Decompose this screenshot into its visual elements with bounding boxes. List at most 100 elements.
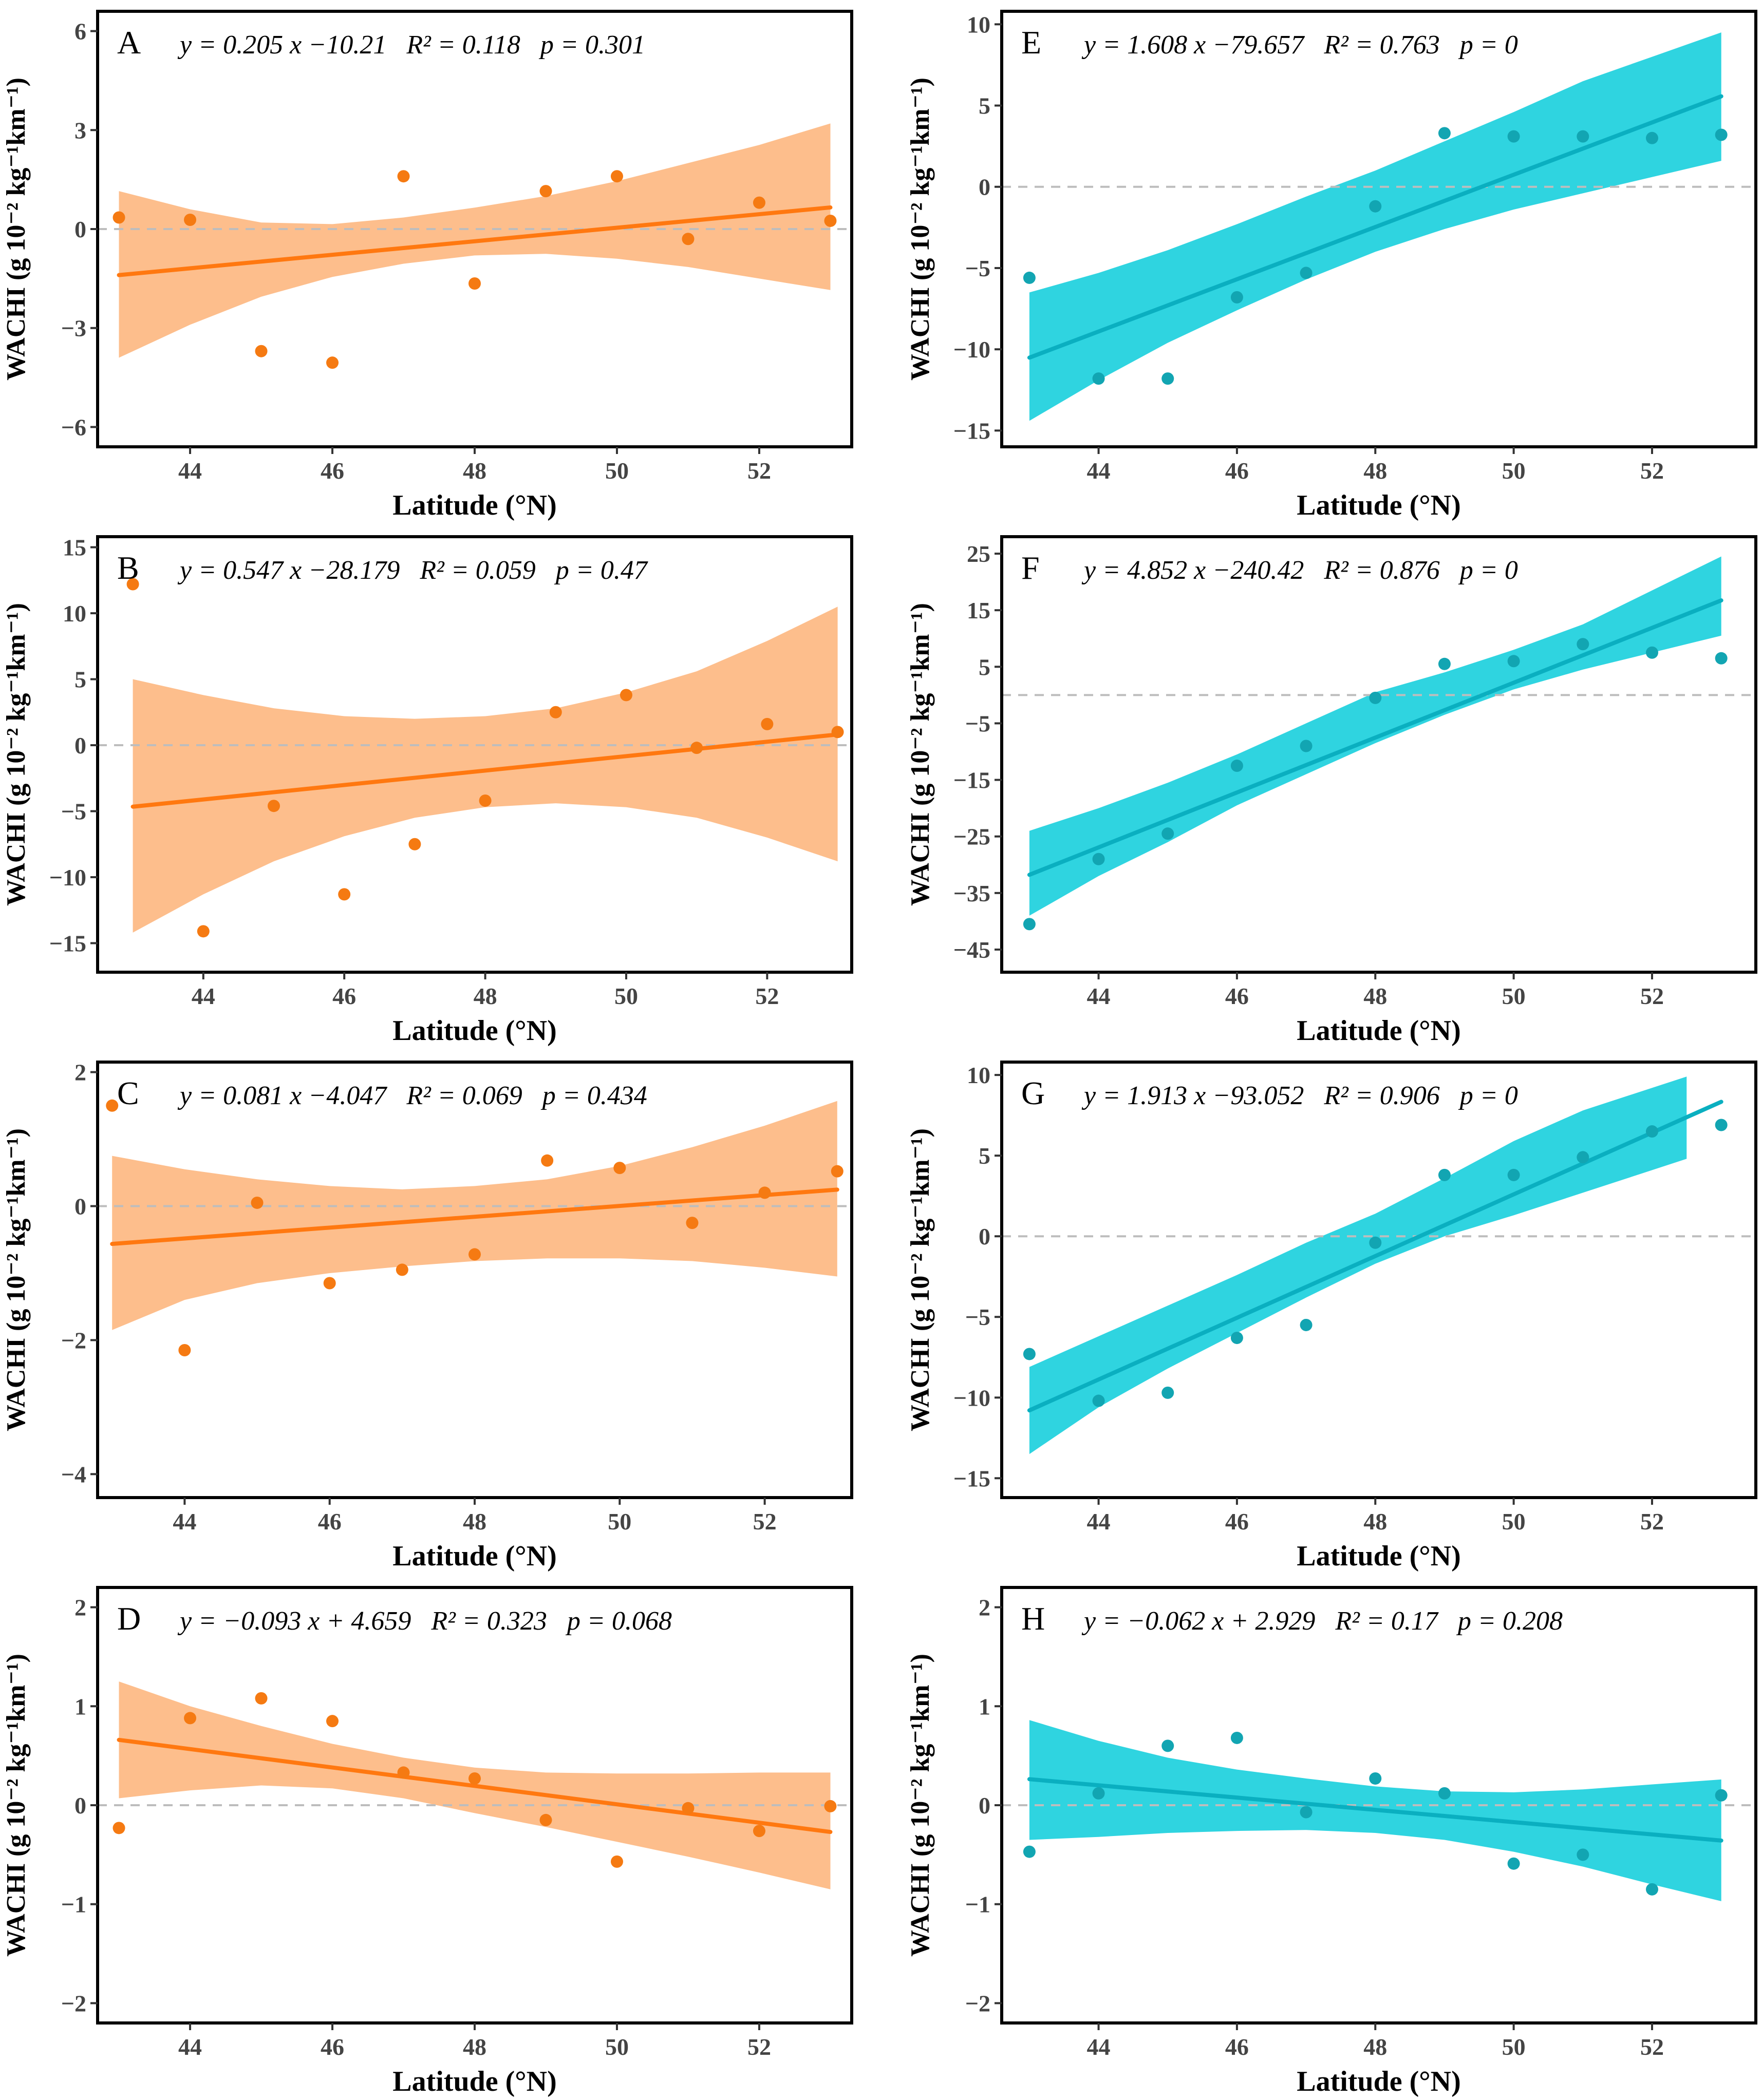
y-tick-label: −2: [965, 1990, 990, 2016]
y-tick-label: 0: [74, 1193, 86, 1219]
y-tick-label: −6: [61, 414, 86, 440]
data-point: [479, 794, 492, 807]
y-tick-label: −10: [953, 336, 990, 363]
regression-equation: y = 0.081 x −4.047 R² = 0.069 p = 0.434: [177, 1081, 647, 1110]
data-point: [753, 1825, 765, 1838]
x-tick-label: 50: [1502, 458, 1526, 484]
data-point: [468, 1248, 481, 1261]
data-point: [1300, 1318, 1313, 1331]
data-point: [1645, 1883, 1658, 1896]
plot-frame: [96, 535, 853, 974]
data-point: [1507, 1857, 1520, 1870]
data-point: [1023, 918, 1036, 931]
data-point: [197, 925, 210, 938]
y-tick-label: 15: [63, 535, 86, 561]
regression-equation: y = 1.913 x −93.052 R² = 0.906 p = 0: [1081, 1081, 1518, 1110]
data-point: [1161, 372, 1174, 385]
data-point: [1300, 267, 1313, 279]
data-point: [396, 1263, 408, 1276]
data-point: [1507, 655, 1520, 668]
data-point: [620, 689, 632, 702]
data-point: [184, 214, 197, 226]
y-axis-title: WACHI (g 10⁻² kg⁻¹km⁻¹): [906, 1128, 935, 1431]
y-tick-label: −25: [953, 824, 990, 850]
panel-letter: D: [117, 1600, 141, 1637]
data-point: [539, 1813, 552, 1826]
x-tick-label: 52: [753, 1508, 777, 1535]
data-point: [1369, 691, 1382, 704]
y-axis-title: WACHI (g 10⁻² kg⁻¹km⁻¹): [906, 78, 935, 381]
plot-frame: [1000, 10, 1757, 448]
x-axis-title: Latitude (°N): [1297, 489, 1460, 521]
plot-frame: [1000, 1061, 1757, 1499]
y-tick-label: 2: [979, 1595, 990, 1621]
data-point: [251, 1196, 264, 1209]
data-point: [610, 170, 623, 183]
y-axis-title: WACHI (g 10⁻² kg⁻¹km⁻¹): [2, 78, 31, 381]
regression-equation: y = 1.608 x −79.657 R² = 0.763 p = 0: [1081, 30, 1518, 60]
y-axis-title: WACHI (g 10⁻² kg⁻¹km⁻¹): [2, 1128, 31, 1431]
data-point: [255, 345, 268, 357]
y-tick-label: −4: [61, 1461, 86, 1487]
y-tick-label: 5: [979, 1143, 990, 1169]
y-tick-label: −5: [61, 798, 86, 824]
x-tick-label: 46: [332, 983, 356, 1009]
y-tick-label: 5: [74, 667, 86, 693]
data-point: [1092, 1787, 1105, 1800]
x-tick-label: 52: [1640, 983, 1664, 1009]
data-point: [468, 1772, 481, 1785]
x-tick-label: 44: [1087, 458, 1111, 484]
data-point: [753, 196, 765, 209]
y-tick-label: −2: [61, 1990, 86, 2016]
data-point: [758, 1186, 771, 1199]
data-point: [255, 1692, 268, 1705]
data-point: [1230, 1332, 1243, 1345]
data-point: [1023, 1348, 1036, 1360]
data-point: [1645, 646, 1658, 659]
data-point: [1161, 1739, 1174, 1752]
y-tick-label: −15: [953, 418, 990, 444]
y-axis-title: WACHI (g 10⁻² kg⁻¹km⁻¹): [2, 1654, 31, 1957]
x-tick-label: 48: [474, 983, 497, 1009]
regression-line-a: [117, 205, 833, 277]
y-tick-label: −35: [953, 880, 990, 906]
data-point: [397, 170, 410, 183]
x-tick-label: 46: [1225, 2034, 1249, 2060]
x-tick-label: 52: [747, 458, 771, 484]
x-tick-label: 44: [173, 1508, 196, 1535]
x-tick-label: 44: [1087, 1508, 1111, 1535]
panel-c: 44 46 48 50 52 −4 −2 0 2 C y = 0.081 x −4.047 R² =…: [2, 1060, 853, 1572]
y-tick-label: −5: [965, 255, 990, 281]
x-tick-label: 46: [1225, 458, 1249, 484]
regression-line-b: [130, 732, 840, 809]
data-point: [1507, 130, 1520, 143]
data-point: [1092, 853, 1105, 865]
data-point: [1300, 1806, 1313, 1819]
y-tick-label: −15: [953, 1465, 990, 1491]
x-tick-label: 50: [1502, 2034, 1526, 2060]
data-point: [113, 1822, 125, 1834]
data-point: [1161, 1386, 1174, 1399]
x-tick-label: 44: [1087, 983, 1111, 1009]
x-tick-label: 50: [605, 2034, 629, 2060]
regression-line-h: [1027, 1777, 1723, 1843]
x-tick-label: 52: [747, 2034, 771, 2060]
data-point: [686, 1217, 699, 1229]
panel-b: 44 46 48 50 52 −15 −10 −5 0 5 10 15 B y = 0.547 x −28…: [2, 535, 853, 1047]
data-point: [326, 356, 339, 369]
y-tick-label: −2: [61, 1327, 86, 1353]
data-point: [1438, 1168, 1451, 1181]
regression-line-d: [117, 1737, 833, 1834]
x-tick-label: 48: [1363, 458, 1387, 484]
regression-equation: y = 0.547 x −28.179 R² = 0.059 p = 0.47: [177, 556, 648, 585]
panel-letter: A: [117, 24, 141, 61]
data-point: [126, 578, 139, 591]
y-tick-label: −5: [965, 1304, 990, 1330]
data-point: [539, 185, 552, 198]
y-axis-title: WACHI (g 10⁻² kg⁻¹km⁻¹): [906, 603, 935, 906]
x-tick-label: 48: [1363, 2034, 1387, 2060]
y-tick-label: 3: [74, 117, 86, 143]
